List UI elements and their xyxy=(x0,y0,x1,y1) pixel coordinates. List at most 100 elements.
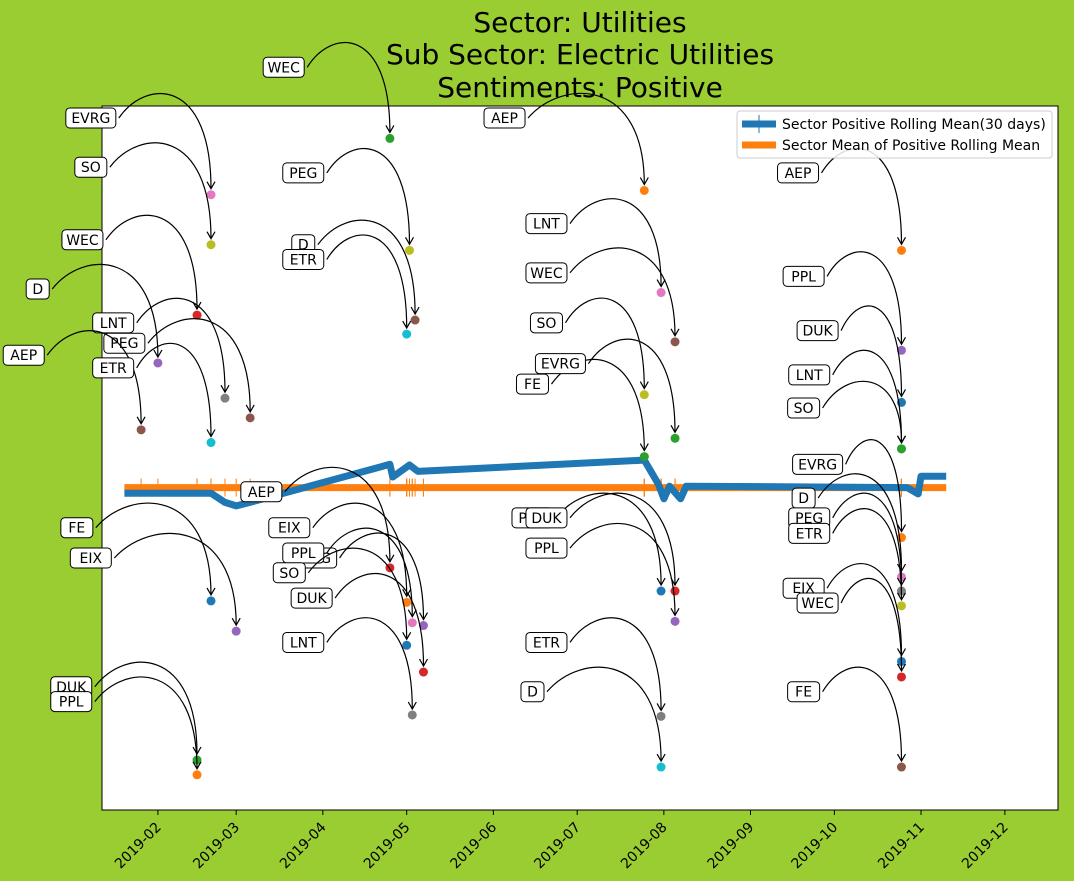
annotation-label: AEP xyxy=(248,485,275,501)
annotation-label: SO xyxy=(81,160,101,176)
annotation-arrow xyxy=(569,492,680,587)
annotation-label: D xyxy=(527,685,538,701)
point-marker xyxy=(206,190,216,200)
annotation-box xyxy=(782,265,825,287)
annotation-label: FE xyxy=(524,377,541,393)
legend-label: Sector Mean of Positive Rolling Mean xyxy=(782,138,1040,154)
annotation-box xyxy=(796,320,839,342)
annotation-label: PPL xyxy=(791,269,816,285)
annotation-arrow xyxy=(136,342,216,438)
point-marker xyxy=(206,438,216,448)
x-tick-label: 2019-11 xyxy=(875,820,928,873)
annotation-box xyxy=(534,353,586,375)
point-marker xyxy=(192,770,202,780)
annotation-label: D xyxy=(298,238,309,254)
annotation-label: EVRG xyxy=(541,357,580,373)
annotation-label: EVRG xyxy=(71,111,110,127)
x-tick-label: 2019-05 xyxy=(361,820,414,873)
point-marker xyxy=(385,133,395,143)
point-marker xyxy=(220,393,230,403)
annotation-arrow xyxy=(527,92,649,186)
annotation-box xyxy=(69,547,112,569)
point-marker xyxy=(245,413,255,423)
annotation-box xyxy=(272,562,306,584)
x-tick-label: 2019-12 xyxy=(959,820,1012,873)
point-marker xyxy=(896,245,906,255)
annotation-label: FE xyxy=(795,685,812,701)
annotation-arrow xyxy=(326,234,412,330)
annotation-box xyxy=(92,357,135,379)
annotation-box xyxy=(525,507,568,529)
annotation-arrow xyxy=(555,492,666,587)
point-marker xyxy=(402,597,412,607)
annotation-label: EIX xyxy=(278,521,301,537)
annotation-arrow xyxy=(118,93,216,190)
point-marker xyxy=(407,710,417,720)
annotation-label: WEC xyxy=(530,266,563,282)
annotation-arrow xyxy=(822,380,907,445)
annotation-label: D xyxy=(32,282,43,298)
annotation-arrow xyxy=(569,617,666,712)
annotation-label: PPL xyxy=(59,695,84,711)
x-tick-label: 2019-07 xyxy=(531,820,584,873)
point-marker xyxy=(407,618,417,628)
annotation-box xyxy=(282,162,325,184)
point-marker xyxy=(639,452,649,462)
annotation-arrow xyxy=(840,305,907,398)
annotation-label: PEG xyxy=(289,166,317,182)
annotation-box xyxy=(483,107,526,129)
annotation-label: LNT xyxy=(100,316,127,332)
legend: Sector Positive Rolling Mean(30 days) Sec… xyxy=(736,110,1053,159)
annotation-arrow xyxy=(840,577,907,673)
annotation-arrow xyxy=(94,661,202,756)
point-marker xyxy=(896,672,906,682)
annotation-arrow xyxy=(587,338,680,434)
annotation-box xyxy=(525,537,568,559)
annotation-label: WEC xyxy=(801,596,834,612)
point-marker xyxy=(231,626,241,636)
annotation-arrow xyxy=(105,214,202,311)
point-marker xyxy=(896,345,906,355)
annotation-box xyxy=(2,344,45,366)
annotation-label: FE xyxy=(68,521,85,537)
annotation-box xyxy=(796,592,839,614)
annotation-box xyxy=(74,156,108,178)
annotation-box xyxy=(65,107,117,129)
x-tick-label: 2019-08 xyxy=(618,820,671,873)
annotation-box xyxy=(50,691,93,713)
annotation-box xyxy=(525,631,568,653)
annotation-box xyxy=(103,332,146,354)
annotation-arrow xyxy=(147,318,255,414)
annotation-arrow xyxy=(817,473,907,573)
title-line: Sub Sector: Electric Utilities xyxy=(386,38,774,71)
annotation-box xyxy=(282,631,325,653)
point-marker xyxy=(404,245,414,255)
annotation-arrow xyxy=(317,219,420,316)
annotation-label: ETR xyxy=(290,252,317,268)
annotation-box xyxy=(525,213,568,235)
annotation-arrow xyxy=(95,502,216,597)
annotation-label: DUK xyxy=(802,324,833,340)
annotation-box xyxy=(282,248,325,270)
annotation-arrow xyxy=(307,547,412,641)
point-marker xyxy=(136,425,146,435)
x-tick-label: 2019-02 xyxy=(112,820,165,873)
annotation-box xyxy=(777,162,820,184)
point-marker xyxy=(402,329,412,339)
annotation-label: ETR xyxy=(796,526,823,542)
annotation-label: WEC xyxy=(267,60,300,76)
annotation-arrow xyxy=(113,532,241,627)
annotation-label: LNT xyxy=(533,217,560,233)
annotation-arrow xyxy=(306,42,395,134)
annotation-arrow xyxy=(339,532,429,621)
annotation-label: AEP xyxy=(10,348,37,364)
annotation-arrow xyxy=(94,676,202,771)
point-marker xyxy=(153,358,163,368)
point-marker xyxy=(418,667,428,677)
annotation-arrow xyxy=(845,439,907,533)
point-marker xyxy=(670,616,680,626)
point-marker xyxy=(206,596,216,606)
x-tick-label: 2019-10 xyxy=(789,820,842,873)
